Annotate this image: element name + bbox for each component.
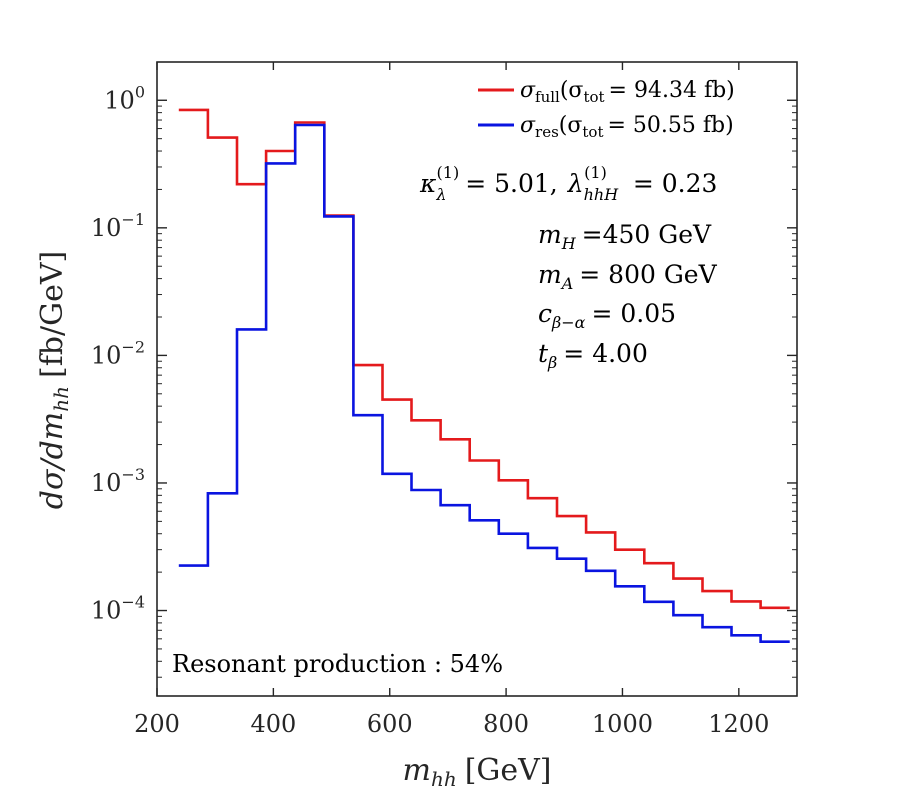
x-tick-label: 1000 bbox=[592, 710, 653, 738]
legend-label-full: σfull(σtot = 94.34 fb) bbox=[520, 78, 735, 106]
annotation-mA: mA = 800 GeV bbox=[538, 260, 718, 293]
annotation-resonant: Resonant production : 54% bbox=[172, 650, 503, 678]
y-tick-label: 10−2 bbox=[91, 337, 145, 369]
legend-label-res: σres(σtot = 50.55 fb) bbox=[520, 113, 734, 141]
annotation-cba: cβ−α = 0.05 bbox=[538, 299, 676, 332]
x-tick-label: 600 bbox=[367, 710, 413, 738]
ticks bbox=[156, 62, 797, 696]
y-axis-label: dσ/dmhh[fb/GeV] bbox=[35, 251, 73, 509]
x-tick-label: 1200 bbox=[708, 710, 769, 738]
y-tick-label: 10−4 bbox=[91, 593, 145, 625]
y-tick-label: 10−1 bbox=[91, 210, 145, 242]
axes-frame bbox=[156, 61, 798, 697]
x-axis-label: mhh [GeV] bbox=[402, 753, 551, 791]
x-tick-label: 200 bbox=[134, 710, 180, 738]
annotation-kappa-lambda: κλ(1) = 5.01, λhhH(1) = 0.23 bbox=[419, 163, 717, 204]
annotations: κλ(1) = 5.01, λhhH(1) = 0.23 mH =450 GeV mA =… bbox=[172, 163, 718, 678]
x-tick-label: 400 bbox=[250, 710, 296, 738]
series-sigma_res bbox=[178, 123, 790, 643]
annotation-mH: mH =450 GeV bbox=[538, 220, 712, 253]
annotation-tb: tβ = 4.00 bbox=[538, 339, 648, 372]
series-layer bbox=[178, 108, 790, 643]
tick-labels: 200 400 600 800 1000 1200 100 10−1 10−2 10−3 10−4 bbox=[91, 82, 769, 738]
y-tick-label: 10−3 bbox=[91, 465, 145, 497]
y-tick-label: 100 bbox=[104, 82, 145, 114]
legend: σfull(σtot = 94.34 fb) σres(σtot = 50.55 f… bbox=[478, 78, 735, 141]
x-tick-label: 800 bbox=[483, 710, 529, 738]
series-sigma_full bbox=[178, 108, 790, 610]
